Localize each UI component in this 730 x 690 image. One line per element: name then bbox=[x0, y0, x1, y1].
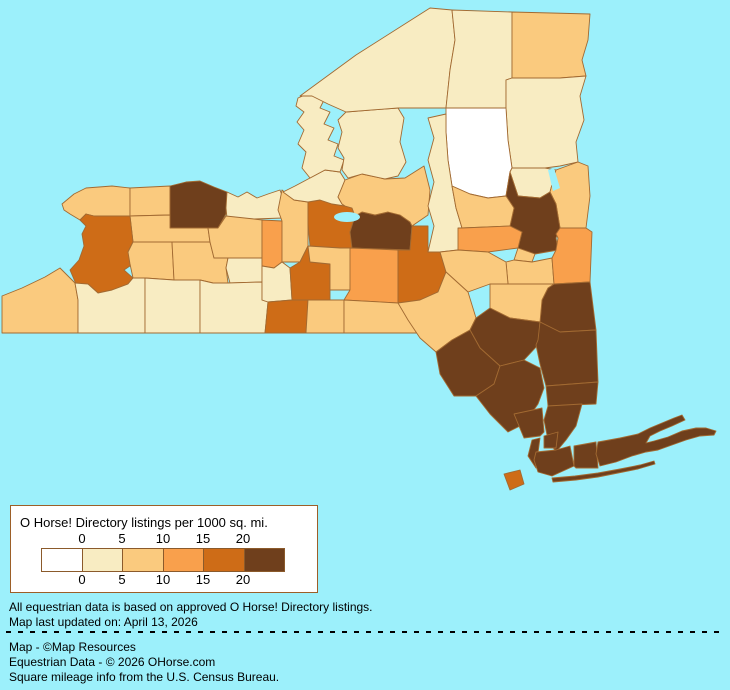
county-lewis bbox=[337, 107, 407, 180]
legend-swatch-20-plus bbox=[244, 549, 284, 571]
legend-tick: 10 bbox=[155, 572, 171, 587]
county-clinton bbox=[511, 11, 591, 79]
legend-tick: 5 bbox=[118, 572, 126, 587]
county-franklin bbox=[445, 9, 513, 109]
legend-tick: 0 bbox=[78, 531, 86, 546]
county-wayne bbox=[225, 189, 284, 220]
county-bronx bbox=[543, 431, 559, 449]
county-monroe bbox=[169, 180, 228, 229]
footer-data-note: All equestrian data is based on approved… bbox=[9, 600, 373, 614]
legend-tick: 10 bbox=[155, 531, 171, 546]
county-suffolk bbox=[595, 414, 717, 467]
county-albany bbox=[505, 257, 555, 285]
legend-swatch-15-20 bbox=[204, 549, 245, 571]
county-yates bbox=[225, 257, 263, 284]
oneida-lake bbox=[334, 212, 360, 222]
county-erie bbox=[69, 213, 134, 294]
legend: O Horse! Directory listings per 1000 sq.… bbox=[10, 505, 318, 593]
legend-tick: 5 bbox=[118, 531, 126, 546]
county-putnam bbox=[545, 381, 599, 407]
legend-swatch-5-10 bbox=[123, 549, 164, 571]
county-schuyler bbox=[261, 261, 293, 303]
county-oneida bbox=[337, 165, 431, 227]
county-dutchess bbox=[535, 321, 599, 387]
county-cortland bbox=[307, 245, 353, 291]
legend-tick: 20 bbox=[235, 572, 251, 587]
county-st-lawrence bbox=[299, 7, 456, 113]
ny-county-choropleth-map bbox=[1, 7, 717, 491]
county-orleans bbox=[129, 185, 171, 217]
county-allegany bbox=[144, 277, 201, 334]
legend-title: O Horse! Directory listings per 1000 sq.… bbox=[20, 515, 268, 530]
county-steuben bbox=[199, 279, 269, 334]
county-chenango bbox=[343, 247, 399, 304]
legend-tick: 15 bbox=[195, 531, 211, 546]
county-chautauqua bbox=[1, 267, 79, 334]
county-rensselaer bbox=[551, 227, 593, 285]
county-tioga bbox=[305, 299, 345, 334]
county-cattaraugus bbox=[74, 277, 146, 334]
footer-updated-note: Map last updated on: April 13, 2026 bbox=[9, 615, 198, 629]
county-staten-island bbox=[503, 469, 525, 491]
footer-dashed-divider bbox=[6, 631, 725, 633]
county-brooklyn-queens bbox=[533, 445, 575, 477]
footer-data-credit: Equestrian Data - © 2026 OHorse.com bbox=[9, 655, 216, 669]
county-nassau bbox=[573, 441, 599, 469]
footer-map-credit: Map - ©Map Resources bbox=[9, 640, 136, 654]
legend-tick: 0 bbox=[78, 572, 86, 587]
lakes bbox=[334, 168, 560, 222]
legend-swatch-10-15 bbox=[163, 549, 204, 571]
county-wyoming bbox=[127, 241, 175, 281]
legend-tick: 20 bbox=[235, 531, 251, 546]
county-suffolk-barrier-island bbox=[551, 460, 656, 483]
legend-swatch-0 bbox=[42, 549, 83, 571]
county-montgomery bbox=[457, 225, 523, 253]
county-rockland bbox=[513, 407, 545, 439]
legend-swatch-0-5 bbox=[82, 549, 123, 571]
footer-census-credit: Square mileage info from the U.S. Census… bbox=[9, 670, 280, 684]
county-chemung bbox=[264, 299, 309, 334]
lake-george bbox=[548, 168, 560, 191]
county-essex bbox=[505, 75, 587, 169]
county-hamilton bbox=[445, 107, 513, 199]
county-fulton bbox=[451, 185, 515, 229]
county-jefferson bbox=[295, 91, 345, 179]
county-seneca bbox=[261, 219, 283, 269]
county-columbia bbox=[539, 281, 597, 333]
county-niagara bbox=[61, 185, 131, 221]
counties bbox=[1, 7, 717, 491]
legend-color-ramp bbox=[41, 548, 285, 572]
legend-tick: 15 bbox=[195, 572, 211, 587]
